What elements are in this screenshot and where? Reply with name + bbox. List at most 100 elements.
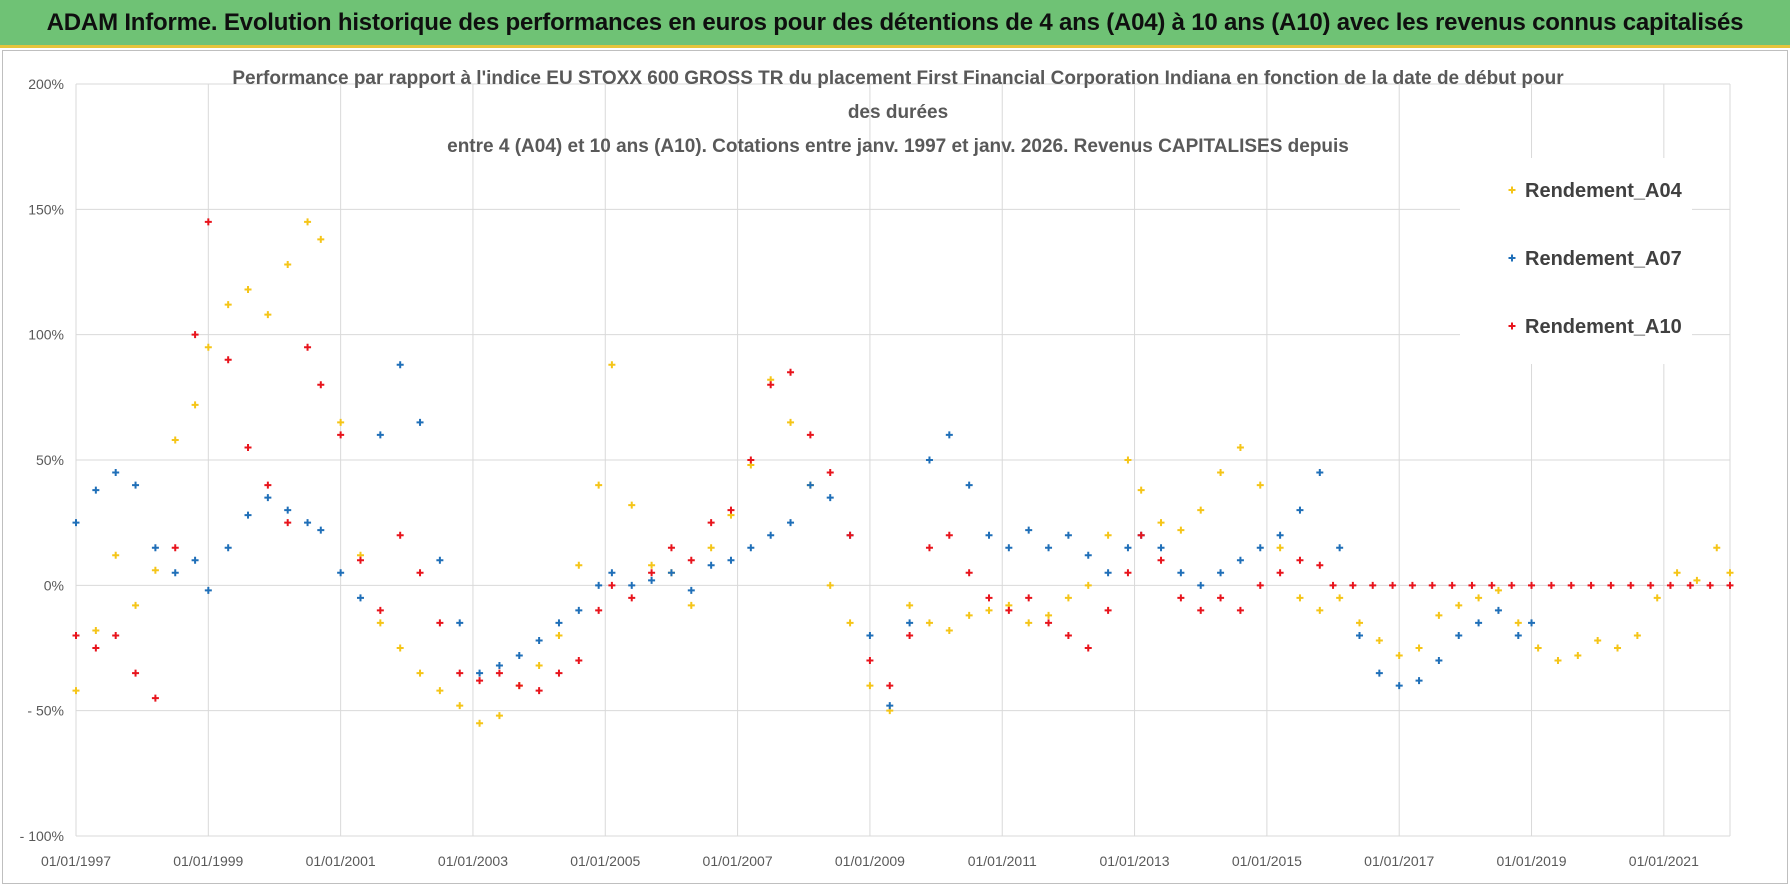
data-point (866, 682, 874, 690)
data-point (1045, 619, 1053, 627)
data-point (317, 381, 325, 389)
data-point (1435, 611, 1443, 619)
x-tick-label: 01/01/2005 (570, 853, 640, 869)
data-point (376, 431, 384, 439)
legend-label: Rendement_A04 (1525, 180, 1683, 202)
data-point (436, 556, 444, 564)
data-point (608, 569, 616, 577)
data-point (264, 494, 272, 502)
data-point (1276, 531, 1284, 539)
data-point (72, 687, 80, 695)
data-point (1025, 619, 1033, 627)
x-tick-label: 01/01/1999 (173, 853, 243, 869)
data-point (985, 531, 993, 539)
data-point (886, 682, 894, 690)
y-tick-label: 0% (44, 577, 64, 593)
x-tick-label: 01/01/2019 (1496, 853, 1566, 869)
data-point (727, 506, 735, 514)
data-point (1408, 581, 1416, 589)
series-rendement-a04 (72, 218, 1734, 727)
data-point (1514, 631, 1522, 639)
data-point (1356, 631, 1363, 639)
data-point (1375, 669, 1383, 677)
data-point (112, 469, 120, 477)
data-point (1395, 652, 1403, 660)
data-point (476, 677, 484, 685)
data-point (707, 561, 715, 569)
data-point (317, 526, 325, 534)
data-point (1236, 556, 1244, 564)
data-point (1197, 606, 1205, 614)
data-point (1104, 569, 1112, 577)
data-point (535, 636, 543, 644)
data-point (1236, 606, 1244, 614)
data-point (92, 644, 100, 652)
data-point (886, 702, 894, 710)
data-point (171, 436, 179, 444)
data-point (1726, 581, 1734, 589)
data-point (1124, 569, 1132, 577)
x-tick-label: 01/01/2011 (968, 853, 1037, 869)
data-point (1064, 631, 1072, 639)
y-tick-label: 50% (36, 452, 64, 468)
data-point (1177, 526, 1185, 534)
data-point (151, 544, 159, 552)
data-point (1104, 531, 1112, 539)
data-point (806, 431, 814, 439)
data-point (985, 606, 993, 614)
data-point (1448, 581, 1456, 589)
legend-label: Rendement_A07 (1525, 248, 1682, 270)
data-point (595, 481, 603, 489)
series-rendement-a10 (72, 218, 1734, 702)
x-axis-ticks: 01/01/1997 01/01/1999 01/01/2001 01/01/2003… (41, 853, 1699, 869)
data-point (396, 531, 404, 539)
y-axis-ticks: 200% 150% 100% 50% 0% - 50% - 100% (20, 76, 64, 844)
legend-background (1460, 158, 1692, 364)
data-point (1336, 544, 1344, 552)
data-point (1084, 551, 1092, 559)
data-point (1389, 581, 1397, 589)
data-point (826, 469, 834, 477)
data-point (906, 631, 914, 639)
data-point (707, 519, 715, 527)
x-tick-label: 01/01/2013 (1100, 853, 1170, 869)
data-point (1614, 644, 1622, 652)
data-point (151, 566, 159, 574)
data-point (555, 631, 563, 639)
data-point (436, 619, 444, 627)
data-point (1647, 581, 1655, 589)
legend: Rendement_A04 Rendement_A07 Rendement_A10 (1508, 180, 1683, 338)
data-point (1137, 531, 1145, 539)
data-point (356, 594, 364, 602)
data-point (1084, 581, 1092, 589)
data-point (1157, 556, 1165, 564)
data-point (965, 611, 973, 619)
data-point (396, 361, 404, 369)
y-tick-label: 150% (28, 201, 64, 217)
data-point (1005, 544, 1013, 552)
data-point (92, 626, 100, 634)
data-point (1488, 581, 1496, 589)
data-point (416, 418, 424, 426)
data-point (1045, 611, 1053, 619)
data-point (707, 544, 715, 552)
data-point (1428, 581, 1436, 589)
data-point (244, 443, 252, 451)
data-point (204, 586, 212, 594)
data-point (1594, 636, 1602, 644)
data-point (628, 594, 636, 602)
data-point (1124, 544, 1132, 552)
data-point (1336, 594, 1344, 602)
data-point (906, 601, 914, 609)
data-point (1025, 594, 1033, 602)
data-point (1197, 581, 1205, 589)
data-point (535, 662, 543, 670)
data-point (1415, 677, 1423, 685)
data-point (575, 561, 583, 569)
data-point (356, 556, 364, 564)
data-point (648, 576, 656, 584)
data-point (1567, 581, 1575, 589)
data-point (1693, 576, 1701, 584)
x-tick-label: 01/01/2021 (1629, 853, 1699, 869)
data-point (925, 544, 933, 552)
